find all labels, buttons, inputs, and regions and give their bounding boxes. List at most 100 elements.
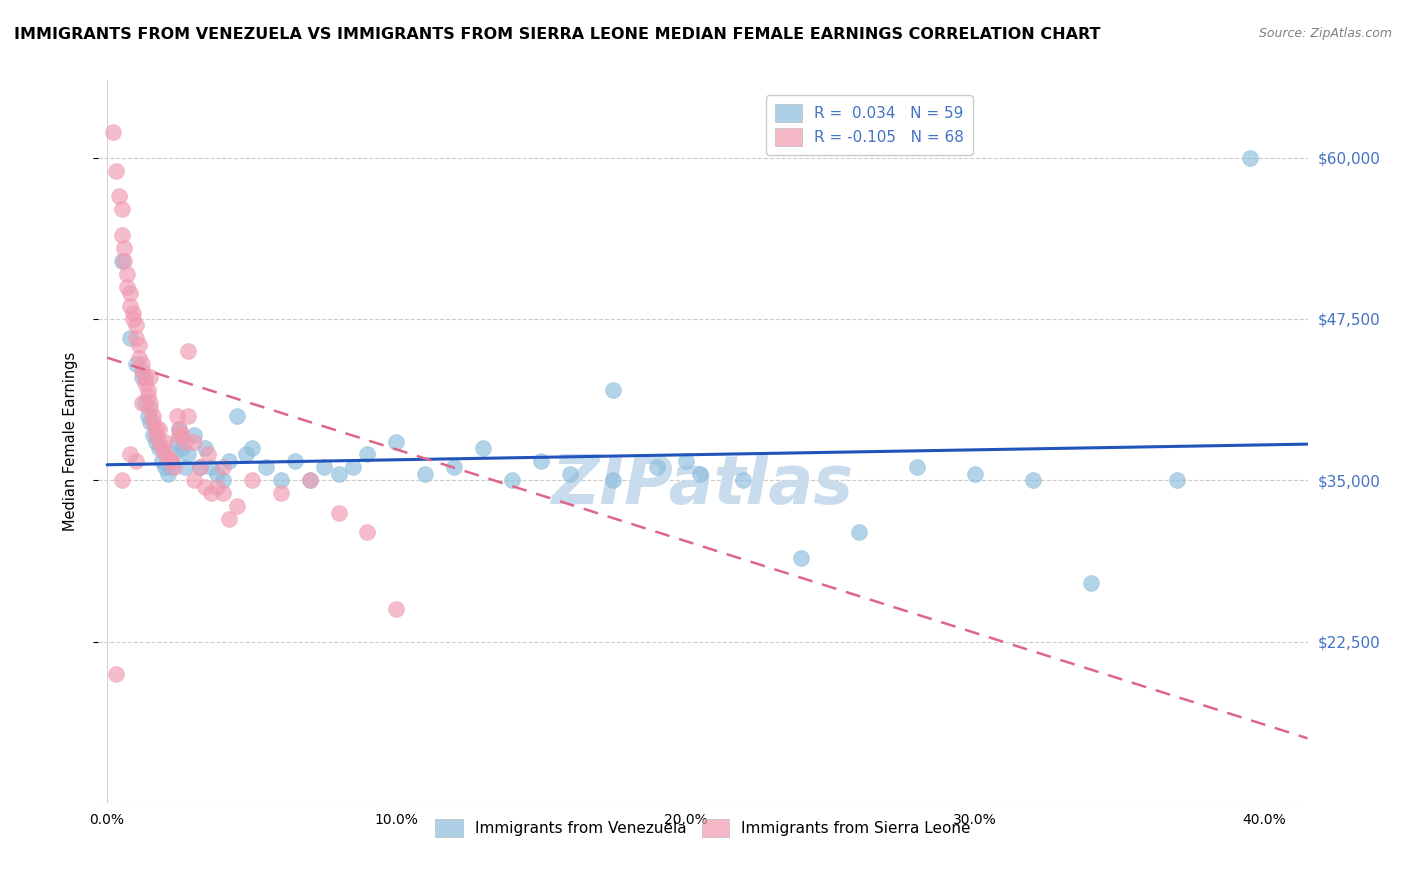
Point xyxy=(110,253,132,268)
Point xyxy=(114,241,136,255)
Point xyxy=(131,370,153,384)
Point xyxy=(150,441,173,455)
Point xyxy=(197,447,219,461)
Point xyxy=(107,189,129,203)
Point xyxy=(172,428,194,442)
Point xyxy=(240,441,263,455)
Point xyxy=(128,338,150,352)
Point xyxy=(122,305,145,319)
Point xyxy=(183,473,205,487)
Point xyxy=(148,441,170,455)
Point xyxy=(114,253,136,268)
Point xyxy=(385,434,408,449)
Point xyxy=(117,267,139,281)
Point xyxy=(645,460,668,475)
Point xyxy=(194,480,217,494)
Point xyxy=(120,331,142,345)
Point xyxy=(254,460,277,475)
Point xyxy=(848,524,870,539)
Point xyxy=(211,486,233,500)
Point xyxy=(602,383,624,397)
Point xyxy=(194,441,217,455)
Point xyxy=(145,434,167,449)
Point xyxy=(183,428,205,442)
Point xyxy=(905,460,928,475)
Point xyxy=(156,467,179,481)
Point xyxy=(120,299,142,313)
Point xyxy=(110,473,132,487)
Point xyxy=(139,402,162,417)
Legend: Immigrants from Venezuela, Immigrants from Sierra Leone: Immigrants from Venezuela, Immigrants fr… xyxy=(426,810,980,846)
Point xyxy=(136,383,159,397)
Point xyxy=(602,473,624,487)
Point xyxy=(183,434,205,449)
Point xyxy=(675,454,697,468)
Point xyxy=(162,460,184,475)
Point xyxy=(142,409,165,423)
Point xyxy=(125,318,148,333)
Point xyxy=(142,428,165,442)
Point xyxy=(240,473,263,487)
Point xyxy=(356,524,378,539)
Point xyxy=(153,434,176,449)
Point xyxy=(188,460,211,475)
Point xyxy=(188,460,211,475)
Point xyxy=(120,447,142,461)
Point xyxy=(1022,473,1045,487)
Point xyxy=(159,460,181,475)
Point xyxy=(104,666,127,681)
Point xyxy=(443,460,465,475)
Point xyxy=(139,396,162,410)
Point xyxy=(125,331,148,345)
Point xyxy=(963,467,986,481)
Point xyxy=(104,163,127,178)
Point xyxy=(136,389,159,403)
Point xyxy=(501,473,523,487)
Point xyxy=(342,460,364,475)
Point xyxy=(1239,151,1261,165)
Point xyxy=(125,454,148,468)
Point xyxy=(211,473,233,487)
Point xyxy=(205,467,228,481)
Point xyxy=(136,409,159,423)
Point xyxy=(166,409,188,423)
Point xyxy=(148,422,170,436)
Point xyxy=(177,344,200,359)
Point xyxy=(413,467,436,481)
Point xyxy=(166,434,188,449)
Point xyxy=(356,447,378,461)
Point xyxy=(139,415,162,429)
Point xyxy=(117,279,139,293)
Point xyxy=(148,434,170,449)
Point xyxy=(270,486,292,500)
Point xyxy=(472,441,495,455)
Point xyxy=(159,454,181,468)
Point xyxy=(101,125,124,139)
Y-axis label: Median Female Earnings: Median Female Earnings xyxy=(63,352,77,531)
Point xyxy=(235,447,257,461)
Point xyxy=(226,409,249,423)
Point xyxy=(1080,576,1102,591)
Point xyxy=(270,473,292,487)
Point xyxy=(172,441,194,455)
Point xyxy=(131,363,153,377)
Point xyxy=(530,454,553,468)
Point xyxy=(328,467,350,481)
Point xyxy=(218,454,240,468)
Point xyxy=(177,409,200,423)
Point xyxy=(159,454,181,468)
Point xyxy=(385,602,408,616)
Point xyxy=(125,357,148,371)
Point xyxy=(174,460,197,475)
Point xyxy=(120,286,142,301)
Point xyxy=(128,351,150,365)
Point xyxy=(200,460,222,475)
Point xyxy=(733,473,755,487)
Point xyxy=(153,447,176,461)
Point xyxy=(174,434,197,449)
Point xyxy=(142,415,165,429)
Point xyxy=(153,460,176,475)
Text: Source: ZipAtlas.com: Source: ZipAtlas.com xyxy=(1258,27,1392,40)
Point xyxy=(1166,473,1188,487)
Point xyxy=(131,396,153,410)
